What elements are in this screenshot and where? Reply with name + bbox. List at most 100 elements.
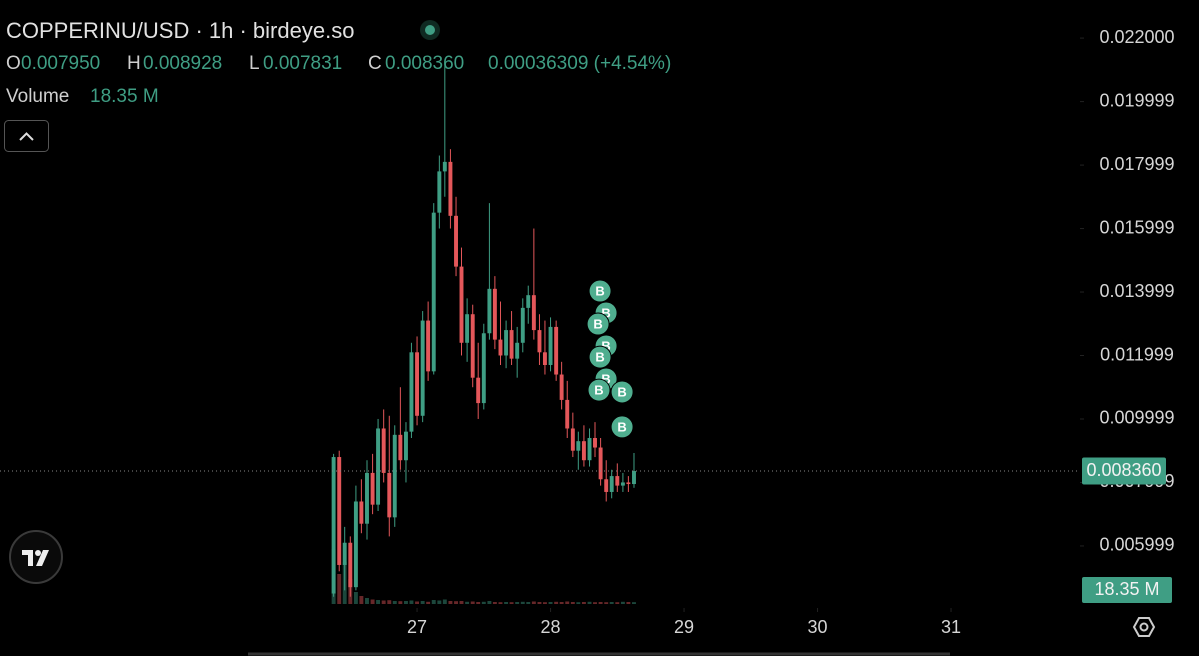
candle-body <box>515 342 520 359</box>
candle-body <box>331 457 336 594</box>
candle-body <box>420 320 425 416</box>
buy-marker-label: B <box>617 419 626 434</box>
volume-bar <box>554 601 559 604</box>
candle-body <box>365 472 369 524</box>
open-value: 0.007950 <box>21 53 100 74</box>
volume-bar <box>459 601 464 604</box>
volume-bar <box>465 601 470 604</box>
buy-marker <box>587 378 611 402</box>
volume-bar <box>392 601 397 604</box>
candle-body <box>353 501 358 588</box>
candle-body <box>632 471 636 485</box>
candle-body <box>470 314 475 378</box>
volume-bar <box>587 601 592 604</box>
volume-bar <box>481 601 486 604</box>
buy-marker <box>588 345 612 369</box>
last-volume-box <box>1082 577 1172 603</box>
volume-bar <box>437 600 442 604</box>
volume-bar <box>409 600 414 604</box>
volume-bar <box>365 598 369 604</box>
candle-body <box>381 428 386 473</box>
settings-button[interactable] <box>1132 617 1156 637</box>
candle-body <box>542 352 547 366</box>
volume-bar <box>531 601 536 604</box>
candle-body <box>526 295 531 308</box>
buy-marker-label: B <box>617 384 626 399</box>
candle-body <box>609 476 614 492</box>
candle-body <box>509 330 514 359</box>
candle-body <box>587 438 592 461</box>
x-tick-label: 31 <box>941 617 961 637</box>
candle-body <box>581 441 586 461</box>
candle-body <box>376 428 381 505</box>
candle-body <box>348 542 353 588</box>
volume-bar <box>509 602 514 604</box>
volume-bar <box>448 601 453 604</box>
y-tick-label: 0.005999 <box>1099 535 1174 555</box>
candle-body <box>404 431 408 461</box>
volume-bar <box>353 592 358 604</box>
volume-bar <box>420 601 425 604</box>
collapse-button[interactable] <box>4 120 49 152</box>
volume-bar <box>498 602 503 604</box>
candle-body <box>342 542 347 565</box>
volume-bar <box>632 602 636 604</box>
volume-bar <box>404 601 408 604</box>
candle-body <box>442 161 447 172</box>
candle-body <box>537 330 542 353</box>
candle-body <box>431 212 436 372</box>
candle-body <box>559 374 564 400</box>
volume-bar <box>415 601 420 604</box>
tradingview-logo[interactable] <box>9 530 63 584</box>
candle-body <box>487 288 492 334</box>
buy-marker-label: B <box>595 350 604 365</box>
candle-body <box>531 295 536 331</box>
volume-bar <box>504 602 509 604</box>
volume-bar <box>570 602 575 604</box>
x-tick-label: 29 <box>674 617 694 637</box>
candle-body <box>459 266 464 343</box>
candle-body <box>548 326 553 366</box>
buy-marker-label: B <box>601 305 610 320</box>
volume-bar <box>515 602 520 604</box>
ohlc-legend: O 0.007950 H 0.008928 L 0.007831 C 0.008… <box>6 53 671 74</box>
buy-marker <box>588 279 612 303</box>
candle-body <box>337 457 342 565</box>
buy-marker-label: B <box>601 338 610 353</box>
candle-body <box>481 333 486 404</box>
buy-marker <box>586 312 610 336</box>
volume-bar <box>576 602 581 604</box>
y-tick-label: 0.013999 <box>1099 281 1174 301</box>
volume-title: Volume <box>6 86 69 107</box>
volume-bar <box>598 602 603 604</box>
volume-bar <box>398 601 403 604</box>
candle-body <box>409 352 414 432</box>
last-price-box <box>1082 457 1166 485</box>
candle-body <box>476 377 481 404</box>
y-tick-label: 0.017999 <box>1099 154 1174 174</box>
candle-body <box>454 215 458 267</box>
candle-body <box>504 330 509 356</box>
volume-bar <box>609 602 614 604</box>
volume-bar <box>337 574 342 604</box>
volume-bar <box>615 602 620 604</box>
volume-bar <box>492 602 497 604</box>
volume-bar <box>476 602 481 604</box>
candle-body <box>593 438 597 448</box>
change-value: 0.00036309 (+4.54%) <box>488 53 671 74</box>
candle-body <box>520 307 525 343</box>
volume-bar <box>387 600 392 604</box>
volume-bar <box>542 602 547 604</box>
y-tick-label: 0.009999 <box>1099 408 1174 428</box>
candle-body <box>465 314 470 343</box>
volume-bar <box>426 601 431 604</box>
volume-bar <box>359 596 364 604</box>
candle-body <box>565 399 570 429</box>
volume-bar <box>526 602 531 604</box>
volume-bar <box>604 602 609 604</box>
buy-marker-label: B <box>601 371 610 386</box>
x-tick-label: 30 <box>808 617 828 637</box>
candle-body <box>398 434 403 461</box>
volume-bar <box>370 599 375 604</box>
